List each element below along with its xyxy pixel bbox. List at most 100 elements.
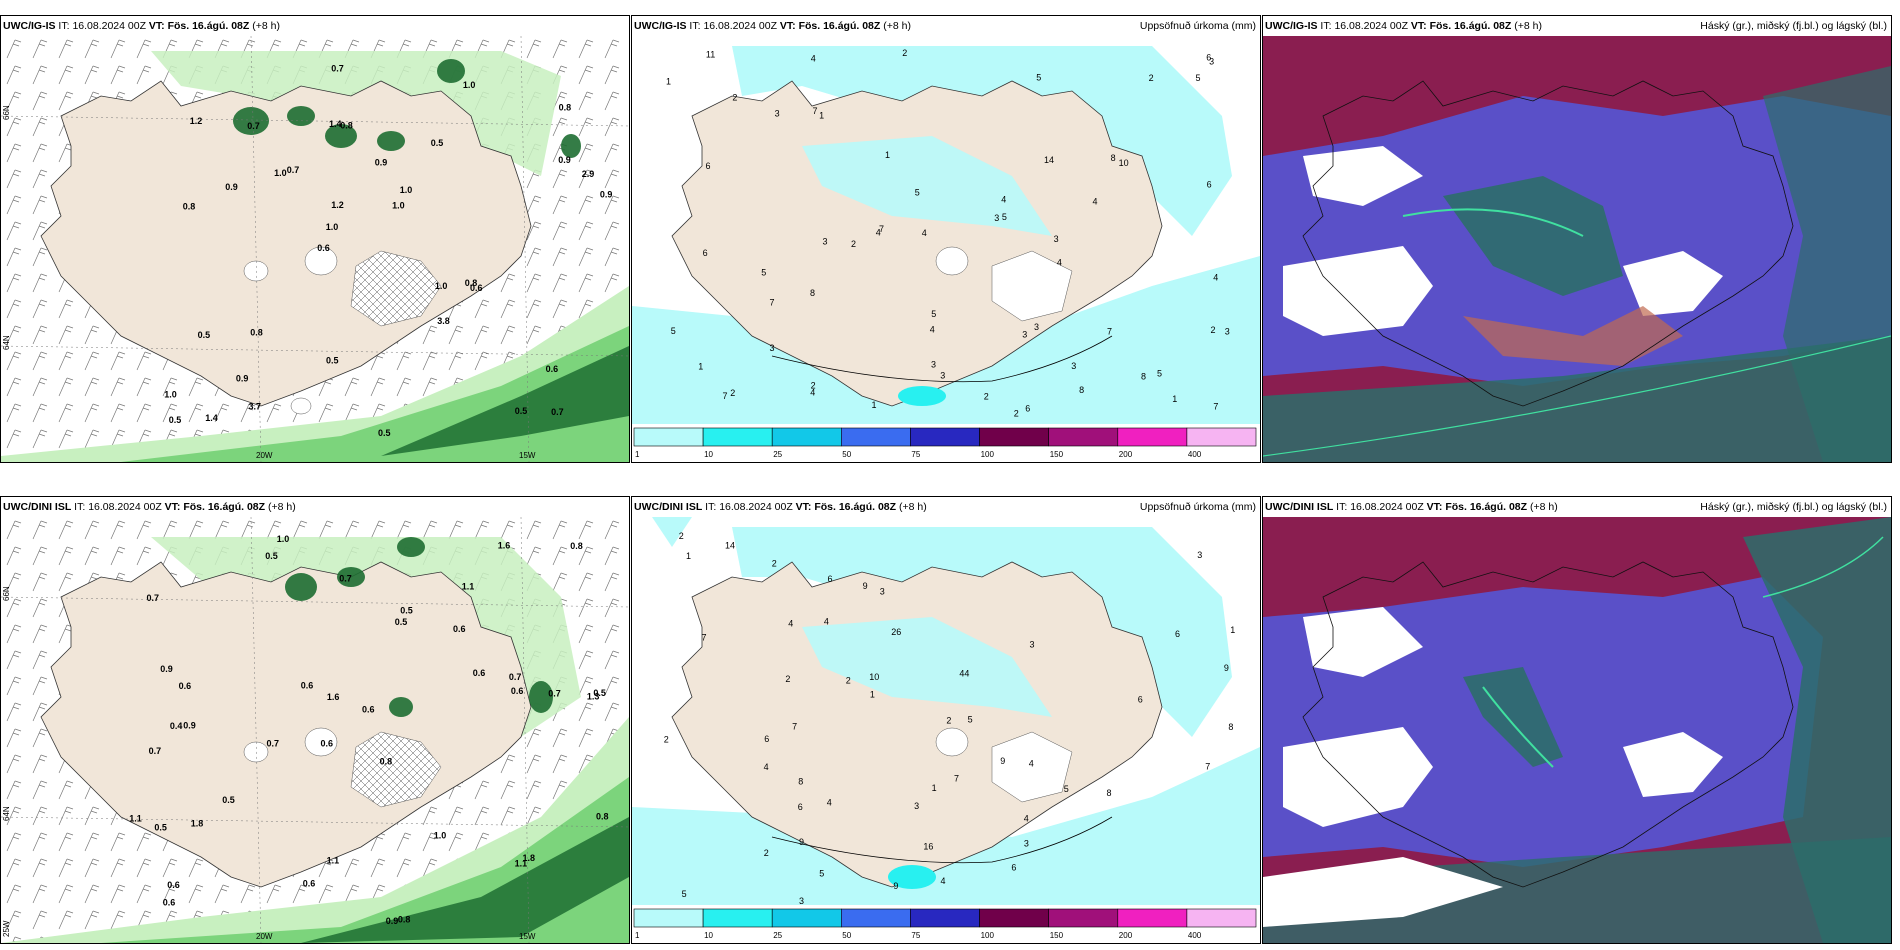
- accum-value-label: 2: [811, 380, 816, 390]
- accum-value-label: 4: [764, 762, 769, 772]
- precip-value-label: 0.7: [147, 593, 160, 603]
- accum-value-label: 2: [730, 388, 735, 398]
- precip-value-label: 1.1: [129, 814, 142, 824]
- accum-value-label: 1: [819, 111, 824, 121]
- accum-value-label: 1: [1172, 394, 1177, 404]
- accum-value-label: 5: [931, 309, 936, 319]
- valid-time: Fös. 16.ágú. 08Z: [814, 501, 897, 513]
- accum-value-label: 2: [1149, 73, 1154, 83]
- accum-value-label: 1: [666, 77, 671, 87]
- accum-value-label: 4: [827, 797, 832, 807]
- legend-swatch: [1117, 908, 1188, 928]
- accum-value-label: 3: [1034, 322, 1039, 332]
- accum-value-label: 10: [869, 672, 879, 682]
- precip-value-label: 0.9: [160, 664, 173, 674]
- precip-value-label: 0.7: [149, 746, 162, 756]
- accum-value-label: 5: [1157, 369, 1162, 379]
- accum-value-label: 8: [810, 288, 815, 298]
- precip-value-label: 0.6: [301, 680, 314, 690]
- precip-value-label: 0.6: [179, 681, 192, 691]
- legend-tick-label: 1: [635, 450, 640, 459]
- legend-swatch: [702, 908, 773, 928]
- precip-value-label: 0.6: [511, 686, 524, 696]
- lon-label-20: 20W: [256, 451, 273, 460]
- accum-value-label: 8: [798, 776, 803, 786]
- accum-value-label: 3: [994, 213, 999, 223]
- precip-value-label: 0.9: [558, 155, 571, 165]
- precip-value-label: 1.0: [435, 281, 448, 291]
- it-label: IT:: [705, 501, 717, 513]
- vt-label: VT:: [164, 501, 181, 513]
- accum-value-label: 7: [792, 722, 797, 732]
- precip-value-label: 1.2: [190, 116, 203, 126]
- accum-value-label: 2: [902, 48, 907, 58]
- vt-label: VT:: [795, 501, 812, 513]
- accum-value-label: 11: [706, 50, 715, 60]
- accum-value-label: 5: [819, 868, 824, 878]
- precip-value-label: 1.0: [400, 185, 413, 195]
- accum-value-label: 2: [851, 239, 856, 249]
- map-area: 66N 64N 25W 20W 15W 1.0 1.1 1.3 0.6 0.8 0.9 0.…: [1, 517, 629, 943]
- legend-tick-label: 50: [842, 931, 851, 940]
- accum-value-label: 44: [959, 668, 969, 678]
- precip-value-label: 0.5: [515, 406, 528, 416]
- accum-value-label: 7: [770, 298, 775, 308]
- lead-time: (+8 h): [1529, 501, 1558, 513]
- accum-value-label: 1: [885, 150, 890, 160]
- accum-value-label: 3: [1197, 550, 1202, 560]
- map-area: 1 2 2 3 4 2 3 1 2 1 2 3 7 4 5 3 6 4 2 1 3 3 4 7 10 5 5 7 11 4 4 6 5 5 3 3 2 1…: [632, 36, 1260, 462]
- precip-value-label: 0.6: [321, 739, 334, 749]
- map-area: [1263, 517, 1891, 943]
- accum-value-label: 2: [946, 716, 951, 726]
- map-area: 1 2 2 3 1 4 3 4 5 5 6 5 3 4 1 2 3 2 4 10 9 16 5 7 6 7 8 8 9 9 9 6 6 7 2 2 2 1…: [632, 517, 1260, 943]
- legend-swatch: [771, 427, 842, 447]
- panel-title: Háský (gr.), miðský (fj.bl.) og lágský (…: [1700, 20, 1887, 32]
- accum-value-label: 8: [1228, 722, 1233, 732]
- legend-swatch: [1048, 908, 1119, 928]
- precip-value-label: 0.8: [380, 756, 393, 766]
- precip-value-label: 2.9: [582, 169, 595, 179]
- precip-value-label: 1.0: [392, 201, 405, 211]
- panel-title: Uppsöfnuð úrkoma (mm): [1139, 20, 1256, 32]
- iceland-land: [40, 80, 532, 407]
- lat-label-64: 64N: [2, 806, 11, 821]
- precip-value-label: 0.5: [431, 138, 444, 148]
- model-name: UWC/DINI ISL: [634, 501, 703, 513]
- accum-value-label: 2: [785, 674, 790, 684]
- precip-value-label: 0.8: [559, 102, 572, 112]
- legend-swatch: [841, 427, 911, 447]
- precip-value-label: 0.7: [247, 121, 260, 131]
- panel-dini-precip: UWC/DINI ISL IT: 16.08.2024 00Z VT: Fös.…: [0, 496, 630, 944]
- precip-value-label: 0.6: [453, 624, 466, 634]
- precip-value-label: 0.8: [465, 278, 478, 288]
- accum-value-label: 3: [1022, 329, 1027, 339]
- accum-value-label: 9: [1000, 756, 1005, 766]
- precip-value-label: 0.5: [265, 551, 278, 561]
- legend-swatch: [1186, 427, 1257, 447]
- accum-value-label: 5: [682, 889, 687, 899]
- accum-value-label: 5: [1002, 212, 1007, 222]
- accum-value-label: 2: [846, 676, 851, 686]
- it-label: IT:: [1320, 20, 1332, 32]
- precip-value-label: 0.6: [303, 879, 316, 889]
- precip-value-label: 0.6: [167, 880, 180, 890]
- precip-value-label: 1.0: [463, 80, 476, 90]
- lead-time: (+8 h): [898, 501, 927, 513]
- accum-value-label: 1: [932, 783, 937, 793]
- accum-value-label: 4: [1024, 814, 1029, 824]
- accum-value-label: 3: [1054, 234, 1059, 244]
- precip-value-label: 3.7: [249, 402, 262, 412]
- precip-value-label: 0.8: [570, 541, 583, 551]
- precip-value-label: 0.5: [169, 415, 182, 425]
- accum-value-label: 6: [703, 248, 708, 258]
- accum-value-label: 9: [893, 881, 898, 891]
- accum-value-label: 2: [1211, 325, 1216, 335]
- legend-tick-label: 200: [1119, 931, 1133, 940]
- legend-swatch: [910, 427, 980, 447]
- precip-value-label: 1.0: [164, 390, 177, 400]
- accum-value-label: 1: [872, 400, 877, 410]
- precip-value-label: 0.6: [362, 705, 375, 715]
- map-area: [1263, 36, 1891, 462]
- precip-value-label: 0.9: [225, 182, 238, 192]
- lead-time: (+8 h): [267, 501, 296, 513]
